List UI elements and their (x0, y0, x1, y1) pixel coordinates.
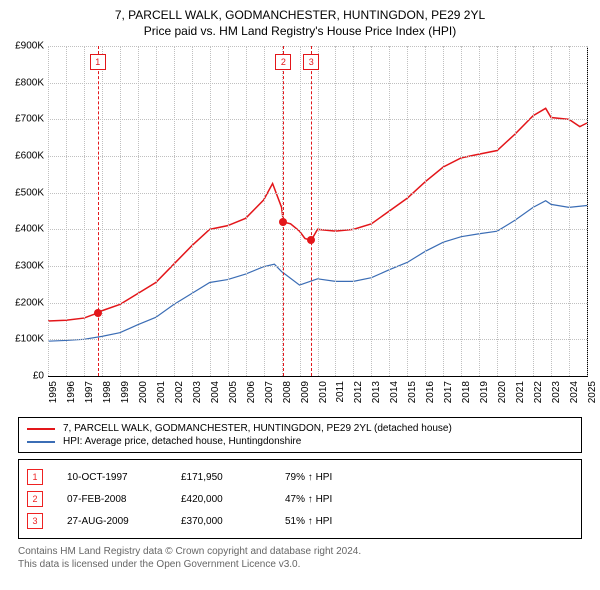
chart-marker-badge: 2 (275, 54, 291, 70)
transaction-date: 07-FEB-2008 (67, 494, 157, 505)
x-tick-label: 2005 (228, 381, 239, 403)
legend-label: 7, PARCELL WALK, GODMANCHESTER, HUNTINGD… (63, 423, 452, 434)
plot-area: £0£100K£200K£300K£400K£500K£600K£700K£80… (48, 46, 588, 377)
x-tick-label: 2018 (461, 381, 472, 403)
x-tick-label: 2016 (425, 381, 436, 403)
x-tick-label: 2024 (569, 381, 580, 403)
x-tick-label: 2015 (407, 381, 418, 403)
x-tick-label: 2000 (138, 381, 149, 403)
transaction-row: 3 27-AUG-2009 £370,000 51% ↑ HPI (27, 510, 573, 532)
x-tick-label: 2008 (282, 381, 293, 403)
y-tick-label: £300K (2, 261, 44, 272)
y-tick-label: £0 (2, 371, 44, 382)
footnote-line: Contains HM Land Registry data © Crown c… (18, 545, 582, 558)
x-tick-label: 2006 (246, 381, 257, 403)
transaction-date: 27-AUG-2009 (67, 516, 157, 527)
transaction-hpi: 47% ↑ HPI (285, 494, 332, 505)
y-tick-label: £200K (2, 297, 44, 308)
transaction-price: £171,950 (181, 472, 261, 483)
y-tick-label: £500K (2, 187, 44, 198)
transaction-price: £370,000 (181, 516, 261, 527)
legend-item: HPI: Average price, detached house, Hunt… (27, 435, 573, 448)
x-tick-label: 2004 (210, 381, 221, 403)
legend-swatch (27, 428, 55, 430)
x-tick-label: 2023 (551, 381, 562, 403)
marker-badge: 1 (27, 469, 43, 485)
x-tick-label: 2020 (497, 381, 508, 403)
x-tick-label: 2010 (318, 381, 329, 403)
x-tick-label: 2007 (264, 381, 275, 403)
y-tick-label: £800K (2, 77, 44, 88)
y-tick-label: £100K (2, 334, 44, 345)
x-tick-label: 1999 (120, 381, 131, 403)
chart-marker-point (307, 236, 315, 244)
legend-item: 7, PARCELL WALK, GODMANCHESTER, HUNTINGD… (27, 422, 573, 435)
transaction-row: 1 10-OCT-1997 £171,950 79% ↑ HPI (27, 466, 573, 488)
legend-swatch (27, 441, 55, 443)
x-tick-label: 1997 (84, 381, 95, 403)
x-axis-labels: 1995 1996 1997 1998 1999 2000 2001 2002 2003 2004… (48, 377, 588, 411)
x-tick-label: 2019 (479, 381, 490, 403)
x-tick-label: 2025 (587, 381, 598, 403)
x-tick-label: 2021 (515, 381, 526, 403)
chart-marker-badge: 3 (303, 54, 319, 70)
x-tick-label: 2003 (192, 381, 203, 403)
legend-label: HPI: Average price, detached house, Hunt… (63, 436, 301, 447)
y-tick-label: £400K (2, 224, 44, 235)
x-tick-label: 2011 (335, 381, 346, 403)
transactions: 1 10-OCT-1997 £171,950 79% ↑ HPI 2 07-FE… (18, 459, 582, 539)
x-tick-label: 1996 (66, 381, 77, 403)
title-main: 7, PARCELL WALK, GODMANCHESTER, HUNTINGD… (0, 8, 600, 22)
transaction-row: 2 07-FEB-2008 £420,000 47% ↑ HPI (27, 488, 573, 510)
transaction-hpi: 79% ↑ HPI (285, 472, 332, 483)
x-tick-label: 2022 (533, 381, 544, 403)
marker-badge: 3 (27, 513, 43, 529)
x-tick-label: 2001 (156, 381, 167, 403)
x-tick-label: 2013 (371, 381, 382, 403)
title-sub: Price paid vs. HM Land Registry's House … (0, 24, 600, 38)
transaction-hpi: 51% ↑ HPI (285, 516, 332, 527)
x-tick-label: 1995 (48, 381, 59, 403)
transaction-price: £420,000 (181, 494, 261, 505)
legend: 7, PARCELL WALK, GODMANCHESTER, HUNTINGD… (18, 417, 582, 453)
chart-marker-point (279, 218, 287, 226)
x-tick-label: 2009 (300, 381, 311, 403)
x-tick-label: 2002 (174, 381, 185, 403)
x-tick-label: 2014 (389, 381, 400, 403)
y-tick-label: £900K (2, 41, 44, 52)
titles: 7, PARCELL WALK, GODMANCHESTER, HUNTINGD… (0, 0, 600, 38)
chart-container: 7, PARCELL WALK, GODMANCHESTER, HUNTINGD… (0, 0, 600, 571)
x-tick-label: 2017 (443, 381, 454, 403)
footnote-line: This data is licensed under the Open Gov… (18, 558, 582, 571)
x-tick-label: 2012 (353, 381, 364, 403)
chart-marker-badge: 1 (90, 54, 106, 70)
x-tick-label: 1998 (102, 381, 113, 403)
transaction-date: 10-OCT-1997 (67, 472, 157, 483)
chart-marker-point (94, 309, 102, 317)
y-tick-label: £600K (2, 151, 44, 162)
marker-badge: 2 (27, 491, 43, 507)
footnote: Contains HM Land Registry data © Crown c… (18, 545, 582, 571)
y-tick-label: £700K (2, 114, 44, 125)
